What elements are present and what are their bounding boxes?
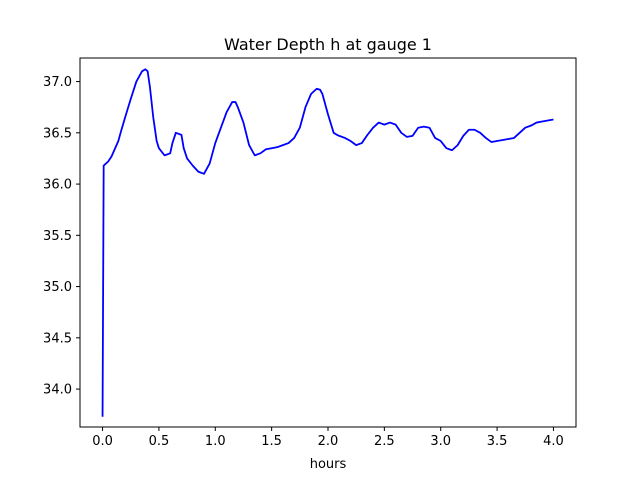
x-tick-label: 2.0 xyxy=(318,434,339,449)
x-tick-label: 0.5 xyxy=(149,434,170,449)
y-tick-label: 36.5 xyxy=(43,126,72,141)
y-tick-label: 36.0 xyxy=(43,178,72,193)
x-axis-label: hours xyxy=(310,457,347,472)
x-tick-label: 3.5 xyxy=(487,434,508,449)
x-tick-label: 2.5 xyxy=(374,434,395,449)
x-tick-label: 4.0 xyxy=(543,434,564,449)
chart-title: Water Depth h at gauge 1 xyxy=(224,35,432,54)
y-tick-label: 37.0 xyxy=(43,75,72,90)
y-tick-label: 34.0 xyxy=(43,383,72,398)
y-tick-label: 35.0 xyxy=(43,280,72,295)
x-tick-label: 0.0 xyxy=(92,434,113,449)
x-tick-label: 1.5 xyxy=(261,434,282,449)
series-line-0 xyxy=(101,68,554,417)
x-tick-label: 1.0 xyxy=(205,434,226,449)
y-tick-label: 34.5 xyxy=(43,331,72,346)
y-tick-label: 35.5 xyxy=(43,229,72,244)
x-tick-label: 3.0 xyxy=(430,434,451,449)
plot-area: 0.0 0.5 1.0 1.5 2.0 2.5 3.0 3.5 4.0 34.0 34.5 35.0 3… xyxy=(43,57,577,449)
